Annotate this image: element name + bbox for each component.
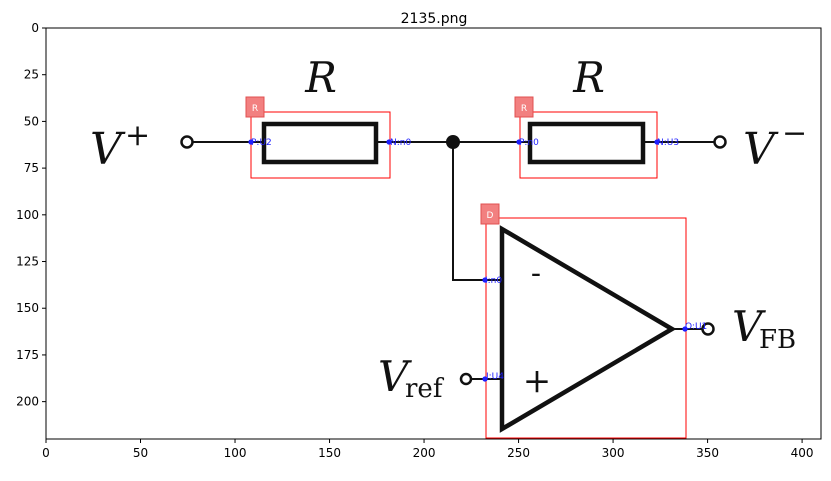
y-tick-label: 25 (24, 68, 39, 82)
pin-dot (248, 139, 254, 145)
v-fb-subscript: FB (759, 325, 796, 355)
x-tick-label: 50 (133, 446, 148, 460)
resistor-right-body (527, 121, 646, 165)
pin-dot (482, 277, 488, 283)
pin-label: N:U3 (657, 138, 679, 148)
annotation-overlay: R P:U2 N:n0 R P:n0 N:U3 D I:n0 O:U1 I:U4 (245, 96, 707, 439)
pin-dot (654, 139, 660, 145)
y-tick-label: 200 (16, 395, 39, 409)
pin-label: I:n0 (485, 276, 502, 286)
schematic-image: V + R R V − - + V ref V FB (90, 53, 807, 433)
resistor-left-label: R (304, 53, 337, 102)
x-tick-label: 350 (696, 446, 719, 460)
x-tick-label: 300 (602, 446, 625, 460)
pin-label: P:n0 (519, 138, 539, 148)
opamp-minus-sign: - (531, 256, 541, 291)
pin-label: I:U4 (486, 372, 504, 382)
badge-resistor-left (245, 96, 265, 118)
y-tick-label: 75 (24, 161, 39, 175)
x-tick-label: 0 (42, 446, 50, 460)
x-tick-label: 100 (224, 446, 247, 460)
v-ref-subscript: ref (405, 374, 445, 404)
y-tick-label: 50 (24, 114, 39, 128)
v-fb-terminal (701, 322, 715, 336)
y-tick-label: 175 (16, 348, 39, 362)
x-tick-label: 400 (791, 446, 814, 460)
v-minus-superscript: − (782, 116, 807, 151)
v-minus-terminal (713, 135, 727, 149)
badge-resistor-right-text: R (521, 104, 527, 114)
y-tick-label: 100 (16, 208, 39, 222)
bbox-resistor-left (250, 111, 391, 179)
bbox-resistor-right (519, 111, 658, 179)
v-ref-label: V (378, 352, 412, 401)
x-axis: 0 50 100 150 200 250 300 350 400 (42, 439, 814, 460)
v-plus-label: V (90, 124, 126, 175)
badge-opamp-text: D (487, 211, 494, 221)
resistor-right-label: R (572, 53, 605, 102)
x-tick-label: 250 (507, 446, 530, 460)
y-tick-label: 150 (16, 301, 39, 315)
opamp-triangle (499, 225, 677, 433)
pin-label: N:n0 (390, 138, 411, 148)
resistor-left-body (261, 121, 379, 165)
x-tick-label: 200 (413, 446, 436, 460)
v-ref-terminal (459, 372, 473, 386)
badge-opamp (480, 203, 500, 225)
pin-dot (482, 376, 488, 382)
plot-frame (45, 27, 822, 440)
pin-dot (682, 326, 688, 332)
v-minus-label: V (743, 124, 779, 175)
v-plus-superscript: + (125, 118, 150, 153)
v-plus-terminal (180, 135, 194, 149)
badge-resistor-left-text: R (252, 104, 258, 114)
pin-dot (386, 139, 392, 145)
x-tick-label: 150 (318, 446, 341, 460)
figure-title: 2135.png (401, 11, 468, 27)
opamp-plus-sign: + (523, 361, 552, 401)
pin-dot (516, 139, 522, 145)
pin-label: P:U2 (251, 138, 272, 148)
y-tick-label: 125 (16, 255, 39, 269)
y-axis: 0 25 50 75 100 125 150 175 200 (16, 21, 46, 409)
badge-resistor-right (514, 96, 534, 118)
y-tick-label: 0 (31, 21, 39, 35)
v-fb-label: V (732, 302, 766, 351)
pin-label: O:U1 (685, 322, 707, 332)
